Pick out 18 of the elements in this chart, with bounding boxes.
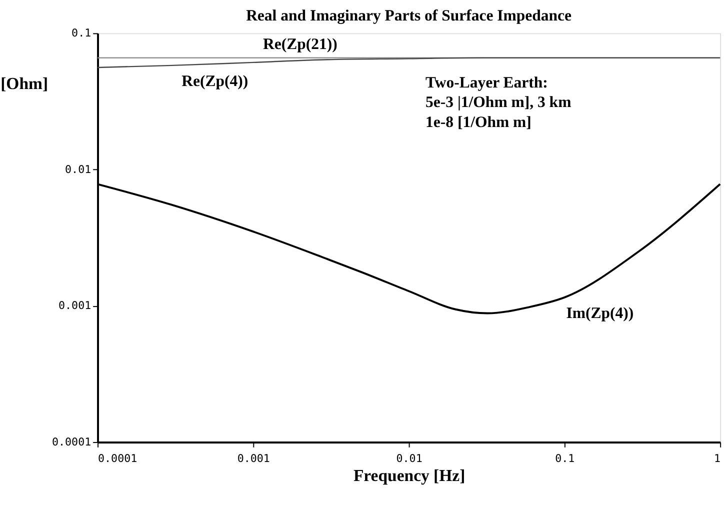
annotation: Two-Layer Earth:: [426, 74, 548, 92]
y-axis-title: [Ohm]: [0, 74, 48, 93]
y-tick-label: 0.0001: [52, 435, 92, 448]
series-label: Re(Zp(4)): [182, 73, 248, 90]
x-tick-label: 1: [714, 452, 721, 466]
y-tick-label: 0.01: [65, 162, 92, 176]
x-tick-label: 0.01: [396, 452, 422, 466]
x-axis-title: Frequency [Hz]: [353, 466, 466, 485]
x-tick-label: 0.0001: [98, 452, 138, 466]
series-label: Im(Zp(4)): [566, 305, 634, 322]
chart-title: Real and Imaginary Parts of Surface Impedance: [246, 7, 572, 24]
x-tick-label: 0.1: [555, 452, 575, 466]
series-label: Re(Zp(21)): [263, 36, 338, 53]
y-tick-label: 0.1: [72, 26, 92, 40]
annotation: 5e-3 |1/Ohm m], 3 km: [426, 94, 572, 112]
x-tick-label: 0.001: [237, 452, 270, 466]
annotation: 1e-8 [1/Ohm m]: [426, 114, 532, 131]
y-tick-label: 0.001: [58, 299, 92, 312]
